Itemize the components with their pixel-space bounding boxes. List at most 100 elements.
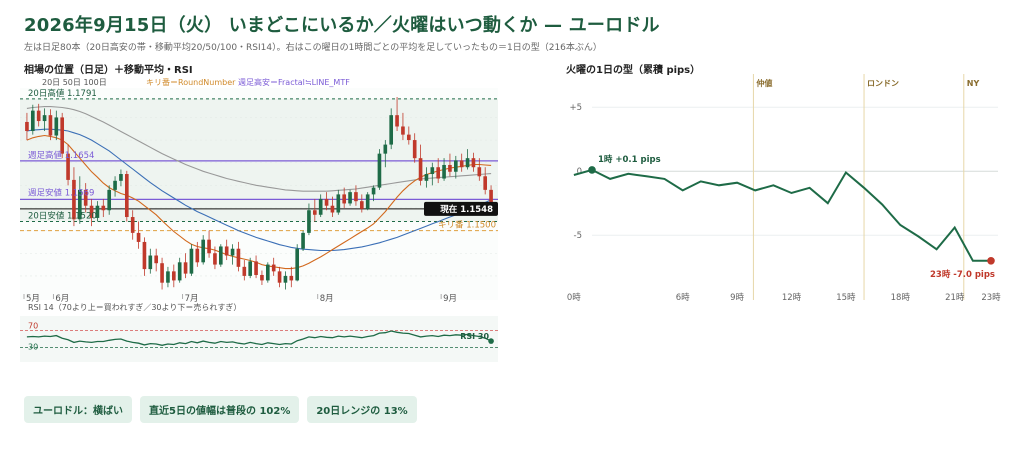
x-tick-label: 9時 — [730, 293, 744, 303]
candle-body — [342, 194, 347, 204]
y-tick-label: -5 — [574, 231, 582, 241]
candle-body — [412, 140, 417, 159]
rsi-title: RSI 14（70より上＝買われすぎ／30より下＝売られすぎ） — [28, 303, 242, 312]
weekly-high-label: 週足高値 1.1654 — [28, 150, 94, 161]
month-label: 9月 — [443, 294, 457, 304]
high20-label: 20日高値 1.1791 — [28, 88, 97, 99]
x-tick-label: 0時 — [567, 293, 581, 303]
rsi-30-label: 30 — [28, 342, 38, 351]
candle-body — [295, 248, 300, 281]
candle-body — [171, 271, 176, 281]
candle-body — [213, 253, 217, 265]
trend-badge: ユーロドル：横ばい — [24, 396, 132, 423]
candle-body — [383, 144, 388, 154]
candle-body — [265, 264, 270, 281]
candle-body — [389, 115, 394, 145]
rsi-line — [26, 330, 492, 346]
candle-body — [30, 110, 35, 132]
current-price-box — [424, 201, 498, 216]
candle-body — [254, 261, 258, 275]
candle-body — [124, 174, 129, 218]
ma50-line — [26, 128, 492, 252]
candle-body — [72, 179, 76, 220]
candle-body — [312, 210, 317, 215]
start-label: 1時 +0.1 pips — [598, 154, 661, 165]
candle-body — [448, 164, 452, 172]
session-label: NY — [967, 79, 980, 88]
candle-body — [371, 187, 376, 195]
candle-body — [271, 264, 276, 272]
candle-body — [365, 194, 370, 209]
candle-body — [307, 210, 311, 233]
candle-body — [236, 248, 241, 267]
legend-fractal: 週足高安＝Fractal≒LINE_MTF — [238, 77, 350, 87]
candle-body — [477, 167, 482, 177]
candle-body — [324, 198, 329, 206]
weekly-low-label: 週足安値 1.1569 — [28, 187, 94, 198]
candle-body — [459, 160, 464, 168]
session-label: 仲値 — [756, 78, 772, 88]
candle-body — [218, 246, 223, 265]
range-20d-band — [20, 98, 498, 222]
candle-body — [113, 180, 117, 190]
candle-body — [60, 117, 65, 154]
x-tick-label: 15時 — [836, 293, 856, 303]
day-chart: +5 0 -5 仲値 ロンドン NY 0時 6時 9時 12時 15時 18時 21時 23時 1時 … — [567, 74, 1001, 303]
candle-body — [453, 160, 458, 172]
candle-body — [207, 239, 211, 254]
candle-body — [142, 241, 147, 270]
candle-body — [359, 201, 364, 209]
candle-body — [83, 189, 88, 206]
x-tick-label: 12時 — [782, 293, 802, 303]
candle-body — [201, 239, 206, 263]
month-label: 7月 — [185, 294, 199, 304]
candle-body — [42, 115, 47, 122]
candle-body — [318, 198, 323, 215]
candle-body — [54, 117, 59, 136]
rsi-background — [20, 316, 498, 362]
candle-body — [330, 205, 335, 213]
candle-body — [95, 205, 100, 218]
candle-body — [77, 189, 82, 220]
candle-body — [430, 167, 435, 175]
candle-body — [489, 189, 493, 209]
rsi-end-label: RSI 30 — [460, 332, 489, 341]
candle-body — [130, 217, 135, 233]
candle-body — [260, 274, 264, 281]
candle-body — [354, 192, 358, 202]
rsi-chart: 70 30 RSI 30 — [20, 316, 498, 362]
candle-body — [183, 262, 188, 274]
candle-body — [377, 153, 382, 188]
candle-body — [348, 192, 352, 204]
page-title: 2026年9月15日（火） いまどこにいるか／火曜はいつ動くか — ユーロドル — [24, 15, 660, 36]
legend-ma: 20日 50日 100日 — [42, 78, 107, 87]
candle-body — [89, 205, 94, 218]
candle-body — [401, 126, 405, 135]
candle-body — [148, 255, 153, 270]
candle-body — [25, 121, 29, 132]
candle-body — [336, 194, 341, 213]
ma20-line — [26, 134, 492, 270]
candle-body — [101, 205, 106, 211]
candle-body — [66, 153, 70, 180]
candle-body — [248, 261, 253, 276]
start-marker — [588, 166, 596, 174]
range-position-badge: 20日レンジの 13% — [307, 396, 417, 423]
month-label: 8月 — [320, 294, 334, 304]
low20-label: 20日安値 1.1520 — [28, 211, 97, 222]
candle-body — [107, 189, 112, 211]
candle-body — [283, 275, 288, 283]
candle-body — [48, 115, 53, 136]
candle-body — [160, 263, 164, 283]
rsi-70-label: 70 — [28, 322, 38, 331]
candle-body — [442, 164, 446, 179]
x-tick-label: 21時 — [945, 293, 965, 303]
summary-badges: ユーロドル：横ばい 直近5日の値幅は普段の 102% 20日レンジの 13% — [24, 396, 417, 423]
candle-body — [301, 232, 305, 249]
month-label: 6月 — [55, 294, 69, 304]
candle-body — [166, 271, 170, 283]
candle-body — [465, 158, 470, 168]
end-marker — [987, 257, 995, 265]
candle-body — [136, 232, 141, 242]
candle-body — [119, 174, 123, 181]
